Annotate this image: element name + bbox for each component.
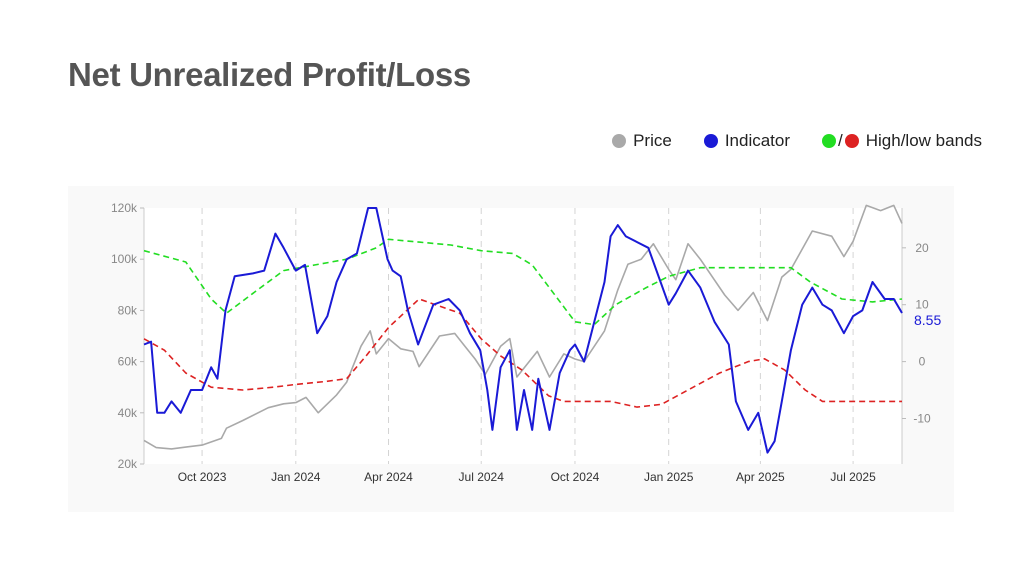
- legend-label-price: Price: [633, 131, 672, 150]
- y-right-tick-label: -10: [913, 411, 931, 425]
- legend-item-indicator[interactable]: Indicator: [703, 131, 791, 151]
- x-tick-label: Oct 2023: [178, 470, 227, 484]
- legend-item-price[interactable]: Price: [612, 131, 672, 151]
- low-band-legend-dot-icon: [844, 134, 859, 148]
- y-left-tick-label: 100k: [111, 252, 138, 266]
- y-left-tick-label: 60k: [118, 355, 138, 369]
- y-left-tick-label: 120k: [111, 201, 138, 215]
- chart-legend: Price Indicator / High/low bands: [580, 131, 982, 151]
- y-right-tick-label: 20: [915, 241, 929, 255]
- high-band-legend-dot-icon: [822, 134, 837, 148]
- y-right-tick-label: 0: [919, 355, 926, 369]
- legend-label-indicator: Indicator: [724, 131, 791, 150]
- indicator-last-value-label: 8.55: [914, 312, 941, 328]
- price-legend-dot-icon: [612, 134, 627, 148]
- x-tick-label: Apr 2025: [736, 470, 785, 484]
- legend-item-bands[interactable]: / High/low bands: [822, 131, 982, 151]
- plot-area: [144, 208, 902, 464]
- y-left-tick-label: 20k: [118, 457, 138, 471]
- y-left-tick-label: 40k: [118, 406, 138, 420]
- page-title: Net Unrealized Profit/Loss: [68, 56, 471, 93]
- x-tick-label: Jul 2024: [459, 470, 505, 484]
- x-tick-label: Oct 2024: [551, 470, 600, 484]
- series-line-high-band: [143, 238, 903, 326]
- series-line-indicator: [143, 207, 903, 454]
- legend-slash: /: [838, 131, 843, 150]
- axis-layer: [140, 207, 906, 465]
- indicator-legend-dot-icon: [703, 134, 718, 148]
- x-tick-label: Jan 2024: [271, 470, 321, 484]
- y-right-tick-label: 10: [915, 298, 929, 312]
- series-line-price: [143, 204, 903, 450]
- series-layer: [143, 204, 903, 454]
- x-tick-label: Jan 2025: [644, 470, 694, 484]
- chart-svg: Oct 2023 Jan 2024 Apr 2024 Jul 2024 Oct 2024…: [111, 201, 941, 484]
- grid-layer: [144, 208, 902, 464]
- chart-panel: Oct 2023 Jan 2024 Apr 2024 Jul 2024 Oct 2024…: [68, 186, 954, 512]
- y-left-tick-label: 80k: [118, 303, 138, 317]
- x-tick-label: Jul 2025: [830, 470, 876, 484]
- legend-label-bands: High/low bands: [865, 131, 982, 150]
- label-layer: Oct 2023 Jan 2024 Apr 2024 Jul 2024 Oct 2024…: [111, 201, 941, 484]
- x-tick-label: Apr 2024: [364, 470, 413, 484]
